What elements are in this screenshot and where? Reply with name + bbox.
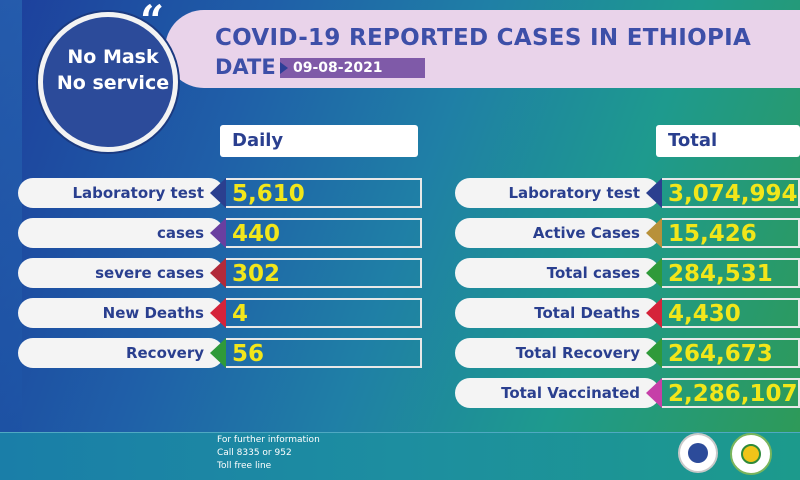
total-heading: Total (656, 125, 800, 157)
quote-mark-icon: “ (140, 0, 165, 45)
total-row-value: 284,531 (662, 258, 800, 288)
daily-row-arrow-icon (210, 218, 226, 248)
total-row-value: 4,430 (662, 298, 800, 328)
total-row-arrow-icon (646, 178, 662, 208)
daily-row-value: 440 (226, 218, 422, 248)
footer-line-2: Call 8335 or 952 (217, 448, 292, 458)
daily-row-arrow-icon (210, 178, 226, 208)
daily-row-arrow-icon (210, 338, 226, 368)
total-row-arrow-icon (646, 298, 662, 328)
daily-row-label: cases (18, 218, 224, 248)
daily-row-label: Laboratory test (18, 178, 224, 208)
badge-line-1: No Mask (67, 46, 159, 68)
daily-row-value: 56 (226, 338, 422, 368)
footer-bar (0, 432, 800, 480)
page-title: COVID-19 REPORTED CASES IN ETHIOPIA (215, 25, 752, 51)
footer-line-1: For further information (217, 435, 320, 445)
daily-row-label: New Deaths (18, 298, 224, 328)
total-row-value: 15,426 (662, 218, 800, 248)
daily-row-arrow-icon (210, 258, 226, 288)
daily-row-label: Recovery (18, 338, 224, 368)
ministry-logo-icon (678, 433, 718, 473)
header-banner (165, 10, 800, 88)
daily-row-value: 4 (226, 298, 422, 328)
total-row-value: 264,673 (662, 338, 800, 368)
total-row-value: 2,286,107 (662, 378, 800, 408)
daily-row-value: 302 (226, 258, 422, 288)
total-row-arrow-icon (646, 218, 662, 248)
total-row-arrow-icon (646, 378, 662, 408)
total-row-label: Laboratory test (455, 178, 660, 208)
total-row-label: Total Vaccinated (455, 378, 660, 408)
footer-info: For further information Call 8335 or 952… (217, 434, 320, 473)
institute-logo-icon (730, 433, 772, 475)
total-row-label: Active Cases (455, 218, 660, 248)
total-row-label: Total Deaths (455, 298, 660, 328)
badge-line-2: No service (56, 72, 170, 94)
total-row-label: Total Recovery (455, 338, 660, 368)
daily-row-value: 5,610 (226, 178, 422, 208)
no-mask-badge (38, 12, 178, 152)
date-label: DATE (215, 55, 276, 79)
daily-heading: Daily (220, 125, 418, 157)
date-arrow-icon (280, 62, 288, 74)
background-edge (0, 0, 22, 480)
daily-row-arrow-icon (210, 298, 226, 328)
total-row-arrow-icon (646, 338, 662, 368)
daily-row-label: severe cases (18, 258, 224, 288)
total-row-value: 3,074,994 (662, 178, 800, 208)
no-mask-badge-text: No Mask No service (38, 44, 188, 96)
date-value: 09-08-2021 (280, 58, 425, 78)
total-row-arrow-icon (646, 258, 662, 288)
total-row-label: Total cases (455, 258, 660, 288)
footer-line-3: Toll free line (217, 461, 272, 471)
